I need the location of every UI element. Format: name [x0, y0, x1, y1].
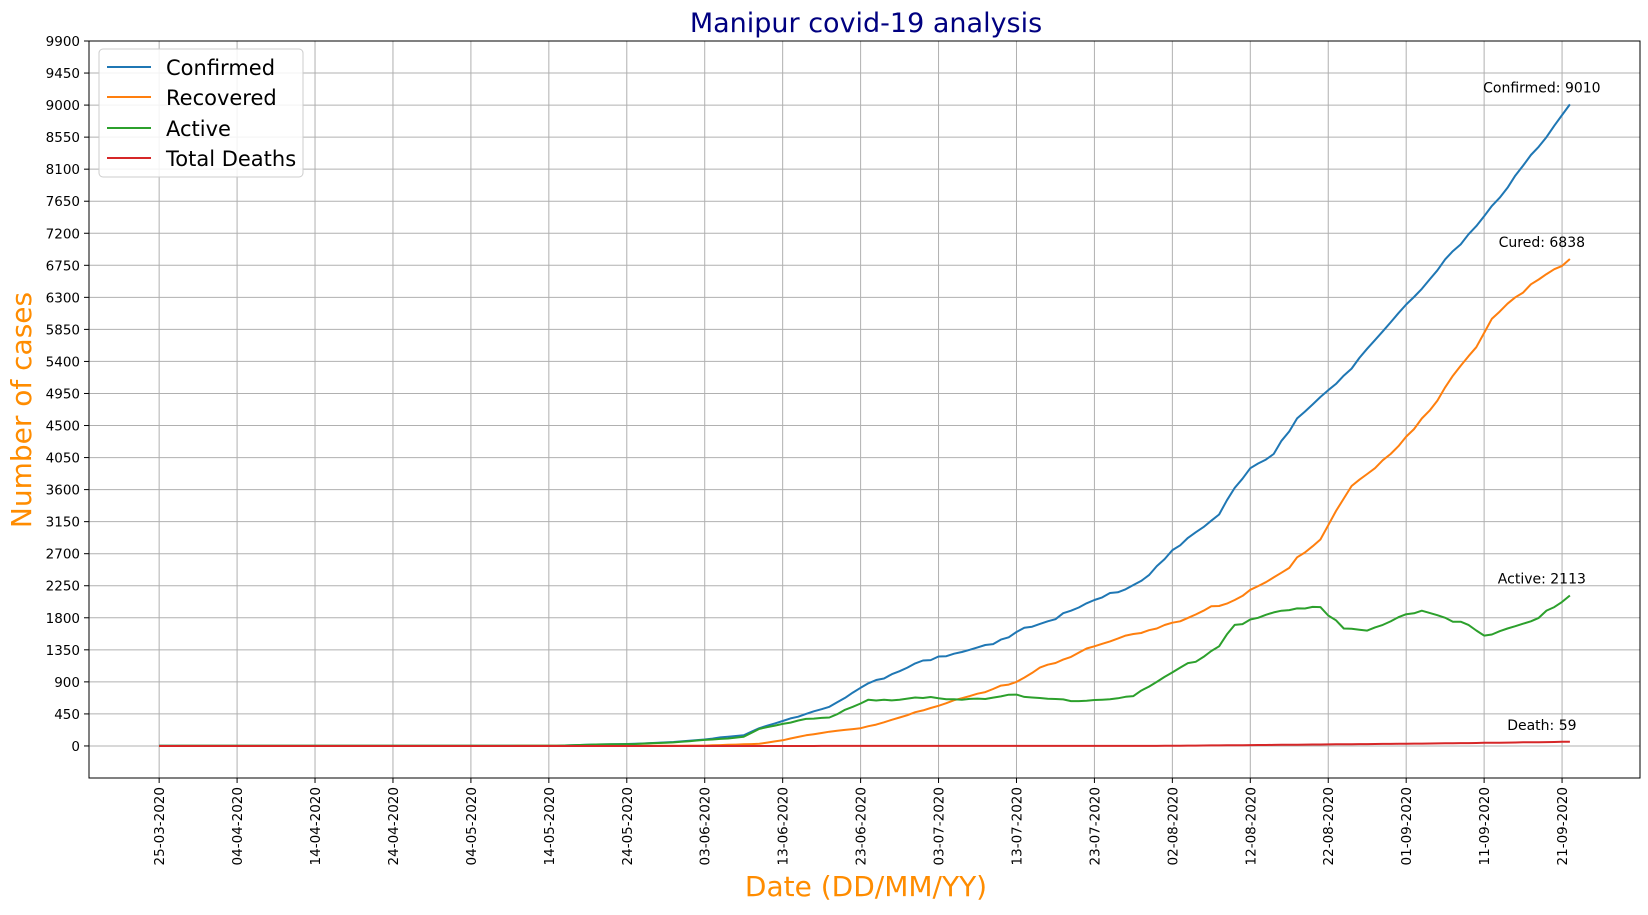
x-axis-label: Date (DD/MM/YY) — [745, 870, 987, 903]
x-tick-label: 12-08-2020 — [1243, 787, 1259, 865]
annotation-recovered: Cured: 6838 — [1499, 235, 1585, 251]
y-axis: 0 450 900 1350 1800 2250 2700 3150 3600 4050 4500 4… — [46, 34, 89, 755]
y-tick-label: 4950 — [46, 386, 80, 402]
x-tick-label: 03-06-2020 — [698, 787, 714, 865]
x-tick-label: 03-07-2020 — [932, 787, 948, 865]
y-tick-label: 5850 — [46, 322, 80, 338]
legend-label-recovered: Recovered — [166, 86, 277, 110]
legend: Confirmed Recovered Active Total Deaths — [98, 48, 304, 178]
x-tick-label: 14-05-2020 — [542, 787, 558, 865]
y-tick-label: 9000 — [46, 98, 80, 114]
x-tick-label: 25-03-2020 — [152, 787, 168, 865]
x-tick-label: 04-04-2020 — [230, 787, 246, 865]
x-tick-label: 11-09-2020 — [1477, 787, 1493, 865]
legend-frame — [98, 48, 304, 178]
chart-title: Manipur covid-19 analysis — [690, 8, 1042, 39]
x-tick-label: 23-06-2020 — [854, 787, 870, 865]
legend-label-active: Active — [166, 117, 231, 141]
y-tick-label: 1350 — [46, 643, 80, 659]
x-tick-label: 04-05-2020 — [464, 787, 480, 865]
x-tick-label: 01-09-2020 — [1399, 787, 1415, 865]
y-tick-label: 8550 — [46, 130, 80, 146]
y-axis-label: Number of cases — [5, 292, 38, 528]
y-tick-label: 5400 — [46, 354, 80, 370]
y-tick-label: 3150 — [46, 515, 80, 531]
x-tick-label: 13-06-2020 — [776, 787, 792, 865]
legend-label-total-deaths: Total Deaths — [165, 147, 296, 171]
x-axis: 25-03-2020 04-04-2020 14-04-2020 24-04-2020… — [152, 778, 1571, 865]
legend-label-confirmed: Confirmed — [166, 56, 275, 80]
x-tick-label: 24-04-2020 — [386, 787, 402, 865]
y-tick-label: 2700 — [46, 547, 80, 563]
x-tick-label: 14-04-2020 — [308, 787, 324, 865]
series-lines — [159, 103, 1571, 747]
x-tick-label: 24-05-2020 — [620, 787, 636, 865]
y-tick-label: 4500 — [46, 419, 80, 435]
y-tick-label: 900 — [54, 675, 80, 691]
y-tick-label: 7650 — [46, 194, 80, 210]
y-tick-label: 6300 — [46, 290, 80, 306]
y-tick-label: 9450 — [46, 66, 80, 82]
annotation-active: Active: 2113 — [1498, 571, 1586, 587]
y-tick-label: 0 — [71, 739, 80, 755]
y-tick-label: 8100 — [46, 162, 80, 178]
annotations: Confirmed: 9010 Cured: 6838 Active: 2113 De… — [1483, 80, 1600, 733]
annotation-confirmed: Confirmed: 9010 — [1483, 80, 1600, 96]
y-tick-label: 3600 — [46, 483, 80, 499]
y-tick-label: 4050 — [46, 451, 80, 467]
x-tick-label: 21-09-2020 — [1555, 787, 1571, 865]
grid — [89, 40, 1640, 778]
x-tick-label: 22-08-2020 — [1321, 787, 1337, 865]
series-line-recovered — [159, 258, 1571, 747]
y-tick-label: 9900 — [46, 34, 80, 50]
y-tick-label: 6750 — [46, 258, 80, 274]
y-tick-label: 1800 — [46, 611, 80, 627]
x-tick-label: 23-07-2020 — [1087, 787, 1103, 865]
y-tick-label: 7200 — [46, 226, 80, 242]
annotation-total-deaths: Death: 59 — [1507, 718, 1576, 734]
plot-frame — [88, 40, 1641, 779]
x-tick-label: 02-08-2020 — [1165, 787, 1181, 865]
y-tick-label: 450 — [54, 707, 80, 723]
y-tick-label: 2250 — [46, 579, 80, 595]
series-line-total-deaths — [159, 740, 1570, 747]
x-tick-label: 13-07-2020 — [1009, 787, 1025, 865]
